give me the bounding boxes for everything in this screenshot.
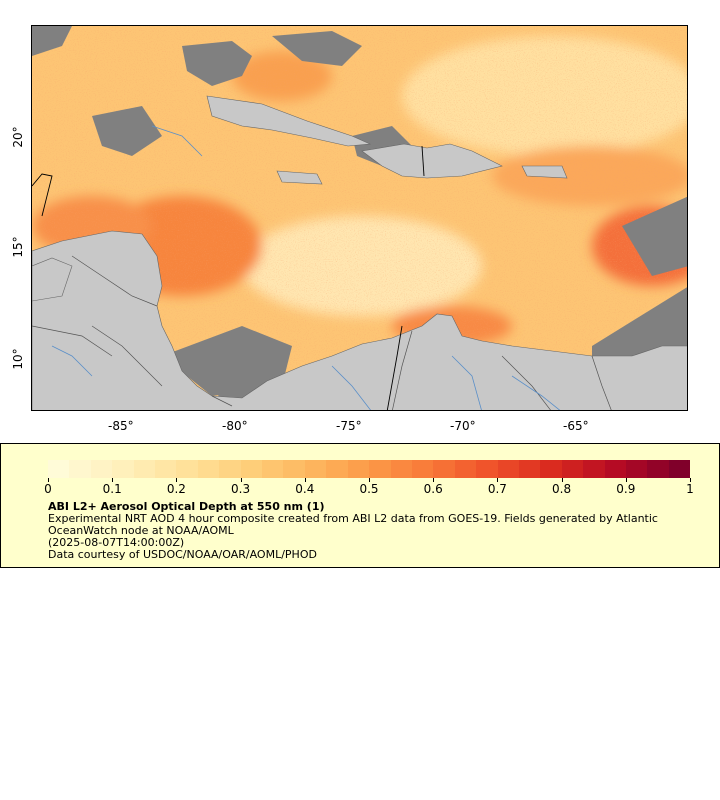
colorbar-tick-label: 0.5 (359, 482, 379, 496)
longitude-label: -75° (336, 419, 362, 433)
land (32, 95, 687, 410)
legend-title: ABI L2+ Aerosol Optical Depth at 550 nm … (48, 500, 325, 513)
colorbar-tick (433, 478, 435, 482)
colorbar-tick (48, 478, 49, 482)
colorbar-tick-label: 0 (44, 482, 52, 496)
colorbar-tick-label: 0.8 (552, 482, 572, 496)
latitude-label: 20° (11, 126, 25, 148)
political-borders (32, 255, 612, 410)
colorbar-tick (304, 478, 306, 482)
colorbar-swatch (583, 460, 605, 478)
colorbar-swatch (48, 460, 70, 478)
colorbar-tick (369, 478, 370, 482)
legend-description: Experimental NRT AOD 4 hour composite cr… (48, 512, 658, 537)
colorbar-swatch (262, 460, 284, 478)
colorbar-swatch (604, 460, 626, 478)
colorbar-tick (561, 478, 563, 482)
colorbar-swatch (240, 460, 263, 478)
colorbar-tick (240, 478, 242, 482)
rivers (51, 125, 561, 410)
map-image (32, 26, 687, 410)
colorbar-tick (625, 478, 627, 482)
longitude-label: -80° (222, 419, 248, 433)
colorbar-swatch (625, 460, 648, 478)
colorbar-swatch (369, 460, 391, 478)
colorbar-swatch (647, 460, 669, 478)
colorbar-swatch (176, 460, 198, 478)
colorbar-tick-label: 0.7 (487, 482, 507, 496)
colorbar-tick (112, 478, 114, 482)
colorbar-swatch (433, 460, 455, 478)
colorbar-tick (690, 478, 691, 482)
colorbar-swatch (668, 460, 691, 478)
legend-text: ABI L2+ Aerosol Optical Depth at 550 nm … (48, 501, 688, 561)
colorbar-swatch (518, 460, 541, 478)
colorbar-swatch (304, 460, 327, 478)
colorbar-swatch (90, 460, 113, 478)
colorbar-swatch (112, 460, 134, 478)
colorbar-swatch (219, 460, 241, 478)
legend-panel: 0 0.1 0.2 0.3 0.4 0.5 0.6 0.7 0.8 0.9 1 ABI L2+ Ae… (0, 443, 720, 568)
colorbar-swatch (326, 460, 348, 478)
colorbar-tick-label: 0.2 (166, 482, 186, 496)
colorbar-tick (497, 478, 499, 482)
colorbar-tick-label: 0.9 (616, 482, 636, 496)
colorbar-tick-label: 0.4 (295, 482, 315, 496)
latitude-label: 15° (11, 236, 25, 258)
colorbar-tick-label: 1 (686, 482, 694, 496)
legend-credit: Data courtesy of USDOC/NOAA/OAR/AOML/PHO… (48, 548, 317, 561)
colorbar-swatch (133, 460, 156, 478)
colorbar-swatch (390, 460, 412, 478)
colorbar-swatch (283, 460, 305, 478)
colorbar-tick-label: 0.1 (102, 482, 122, 496)
latitude-label: 10° (11, 348, 25, 370)
longitude-label: -85° (108, 419, 134, 433)
colorbar-swatch (155, 460, 177, 478)
colorbar-swatch (561, 460, 584, 478)
colorbar-swatch (540, 460, 562, 478)
longitude-label: -65° (563, 419, 589, 433)
aod-map (31, 25, 688, 411)
colorbar-tick (176, 478, 178, 482)
colorbar-tick-label: 0.6 (423, 482, 443, 496)
colorbar-tick-label: 0.3 (231, 482, 251, 496)
colorbar-swatch (497, 460, 519, 478)
legend-timestamp: (2025-08-07T14:00:00Z) (48, 536, 185, 549)
colorbar-swatch (197, 460, 220, 478)
colorbar-swatch (69, 460, 91, 478)
colorbar-swatch (454, 460, 477, 478)
longitude-label: -70° (450, 419, 476, 433)
colorbar (48, 460, 691, 478)
colorbar-swatch (476, 460, 498, 478)
colorbar-swatch (347, 460, 370, 478)
colorbar-swatch (411, 460, 434, 478)
national-borders (32, 145, 425, 410)
